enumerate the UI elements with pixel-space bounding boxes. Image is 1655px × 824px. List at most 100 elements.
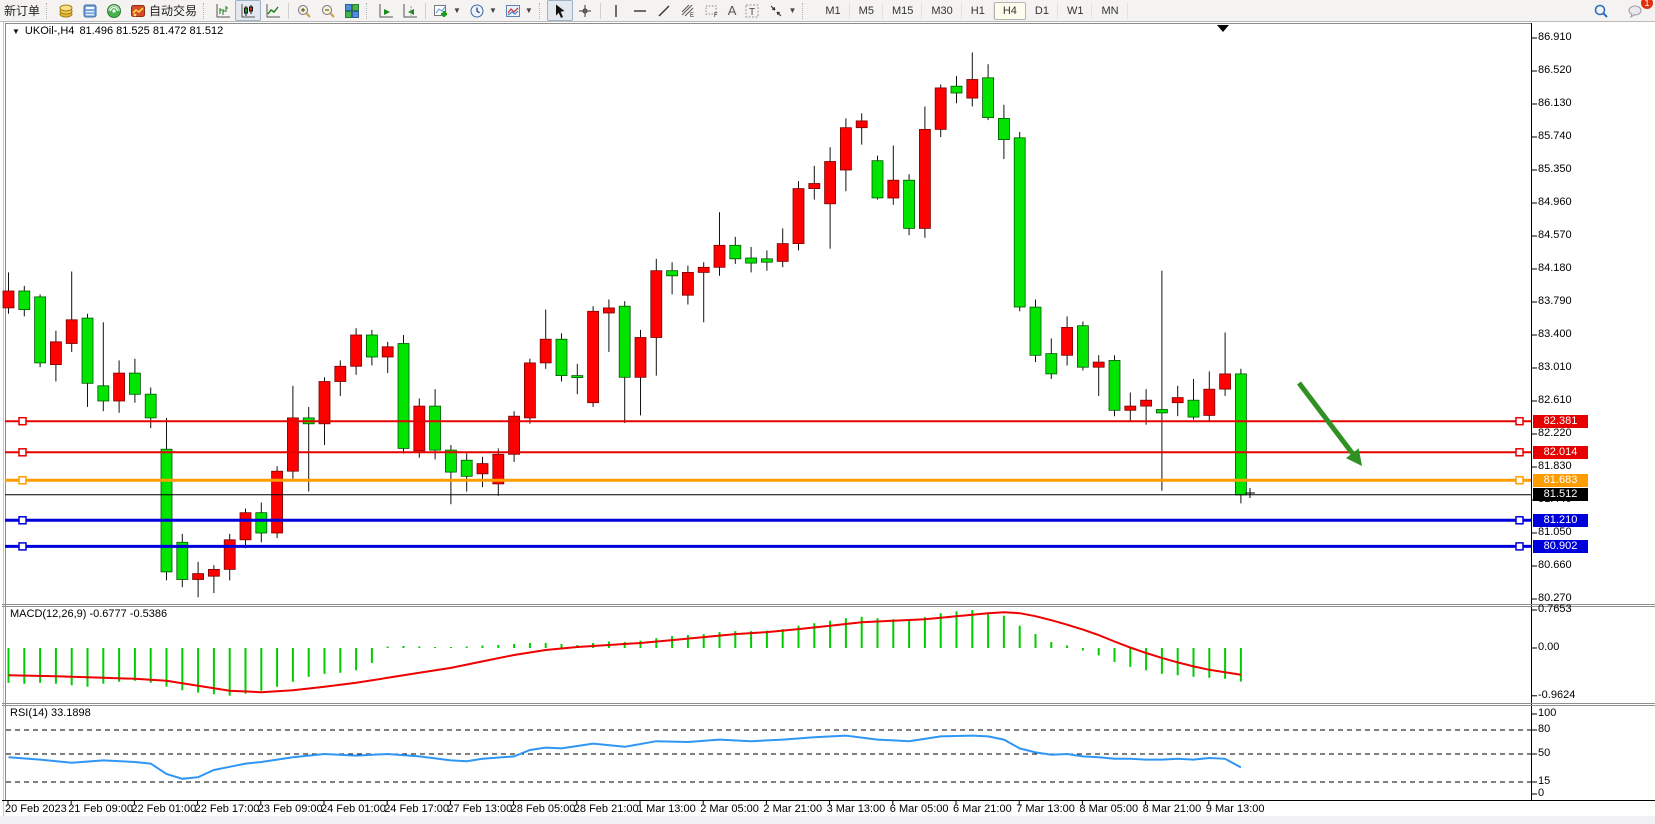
candle bbox=[808, 165, 821, 200]
hline-handle[interactable] bbox=[1515, 448, 1524, 457]
chevron-down-icon: ▼ bbox=[788, 6, 797, 15]
bar-chart-mode-button[interactable] bbox=[211, 1, 235, 20]
hline-handle[interactable] bbox=[1515, 476, 1524, 485]
periods-clock-icon bbox=[470, 4, 484, 17]
candle bbox=[2, 272, 15, 314]
candlestick-mode-button[interactable] bbox=[235, 0, 262, 21]
candle bbox=[840, 118, 852, 192]
chart-collapse-icon[interactable]: ▼ bbox=[12, 26, 20, 36]
candle bbox=[34, 294, 46, 368]
candle bbox=[587, 306, 599, 407]
time-tick-label: 8 Mar 21:00 bbox=[1142, 803, 1202, 815]
candle bbox=[1203, 371, 1216, 422]
cursor-tool-button[interactable] bbox=[546, 0, 573, 21]
templates-button[interactable]: ▼ bbox=[501, 1, 537, 20]
periods-button[interactable]: ▼ bbox=[465, 1, 501, 20]
hline-handle[interactable] bbox=[18, 542, 27, 551]
candle bbox=[223, 533, 236, 581]
new-order-button[interactable]: 新订单 bbox=[0, 1, 44, 20]
timeframe-h4-button[interactable]: H4 bbox=[993, 1, 1026, 20]
price-tick-label: 86.910 bbox=[1538, 31, 1572, 43]
hline-handle[interactable] bbox=[1515, 416, 1524, 426]
autotrading-button[interactable]: 自动交易 bbox=[126, 1, 201, 20]
line-chart-mode-button[interactable] bbox=[261, 1, 285, 20]
candle bbox=[350, 328, 363, 375]
candle bbox=[128, 358, 141, 403]
crosshair-tool-button[interactable] bbox=[573, 1, 597, 20]
timeframe-m5-button[interactable]: M5 bbox=[850, 1, 883, 20]
rsi-axis-label: 100 bbox=[1538, 707, 1557, 719]
price-tick-label: 83.010 bbox=[1538, 361, 1572, 373]
price-tick-label: 80.270 bbox=[1538, 592, 1572, 604]
candle bbox=[381, 341, 394, 374]
market-watch-button[interactable] bbox=[54, 1, 78, 20]
fibonacci-tool-button[interactable]: E bbox=[676, 1, 700, 20]
timeframe-h1-button[interactable]: H1 bbox=[962, 1, 994, 20]
hline-handle[interactable] bbox=[18, 476, 27, 485]
tile-windows-button[interactable] bbox=[340, 1, 364, 20]
candle bbox=[998, 104, 1010, 159]
candle bbox=[1219, 332, 1231, 396]
candle bbox=[603, 299, 615, 352]
hline-handle[interactable] bbox=[1515, 516, 1524, 525]
candle bbox=[192, 561, 205, 598]
candle bbox=[97, 322, 110, 412]
hline-handle[interactable] bbox=[18, 448, 27, 457]
price-tick-label: 82.220 bbox=[1538, 427, 1572, 439]
candle bbox=[1045, 338, 1058, 379]
arrows-tool-button[interactable]: ▼ bbox=[764, 1, 800, 20]
candle bbox=[855, 113, 868, 145]
zoom-out-button[interactable] bbox=[316, 1, 340, 20]
chart-shift-button[interactable] bbox=[398, 1, 422, 20]
grid-tool-button[interactable]: F bbox=[700, 1, 724, 20]
rsi-axis-label: 0 bbox=[1538, 787, 1545, 799]
search-button[interactable] bbox=[1589, 1, 1613, 20]
timeframe-toolbar: M1 M5 M15 M30 H1 H4 D1 W1 MN bbox=[816, 1, 1128, 20]
hline-handle[interactable] bbox=[1515, 542, 1524, 551]
timeframe-m15-button[interactable]: M15 bbox=[883, 1, 923, 20]
data-window-button[interactable] bbox=[78, 1, 102, 20]
zoom-in-button[interactable] bbox=[292, 1, 316, 20]
candle bbox=[682, 265, 694, 305]
price-tag-82.381: 82.381 bbox=[1533, 414, 1588, 428]
candle bbox=[508, 411, 521, 462]
down-arrow-annotation[interactable] bbox=[1297, 381, 1355, 455]
notifications-button[interactable]: 1 bbox=[1623, 0, 1653, 20]
hline-handle[interactable] bbox=[18, 516, 27, 525]
macd-axis-label: 0.00 bbox=[1538, 641, 1560, 653]
candle bbox=[1124, 392, 1137, 422]
timeframe-w1-button[interactable]: W1 bbox=[1058, 1, 1093, 20]
timeframe-m1-button[interactable]: M1 bbox=[816, 1, 850, 20]
rsi-axis-label: 80 bbox=[1538, 723, 1551, 735]
time-tick-label: 9 Mar 13:00 bbox=[1205, 803, 1265, 815]
toolbar-grip bbox=[538, 2, 545, 19]
auto-scroll-button[interactable] bbox=[374, 1, 398, 20]
toolbar-separator bbox=[288, 2, 290, 19]
candlestick-chart-icon bbox=[241, 3, 256, 17]
zoom-out-icon bbox=[322, 4, 335, 18]
crosshair-icon bbox=[578, 4, 591, 17]
scroll-anchor-icon[interactable] bbox=[1217, 25, 1229, 32]
bars-chart-icon bbox=[216, 3, 231, 17]
text-tool-button[interactable]: A bbox=[724, 1, 741, 20]
rsi-axis-label: 15 bbox=[1538, 775, 1551, 787]
candle bbox=[1092, 355, 1105, 396]
candle bbox=[903, 174, 915, 236]
label-tool-button[interactable]: T bbox=[740, 1, 764, 20]
price-tick-label: 86.130 bbox=[1538, 97, 1572, 109]
timeframe-m30-button[interactable]: M30 bbox=[922, 1, 962, 20]
add-indicator-button[interactable]: ▼ bbox=[429, 1, 465, 20]
vertical-line-tool-button[interactable] bbox=[604, 1, 628, 20]
horizontal-line-tool-button[interactable] bbox=[628, 1, 652, 20]
timeframe-d1-button[interactable]: D1 bbox=[1026, 1, 1058, 20]
candle bbox=[1140, 389, 1152, 425]
signals-button[interactable] bbox=[102, 1, 126, 20]
label-icon: T bbox=[745, 4, 759, 18]
trendline-tool-button[interactable] bbox=[652, 1, 676, 20]
timeframe-mn-button[interactable]: MN bbox=[1092, 1, 1128, 20]
down-arrow-head[interactable] bbox=[1346, 448, 1362, 466]
candle bbox=[887, 145, 900, 205]
hline-handle[interactable] bbox=[18, 416, 27, 426]
candle bbox=[713, 212, 726, 276]
